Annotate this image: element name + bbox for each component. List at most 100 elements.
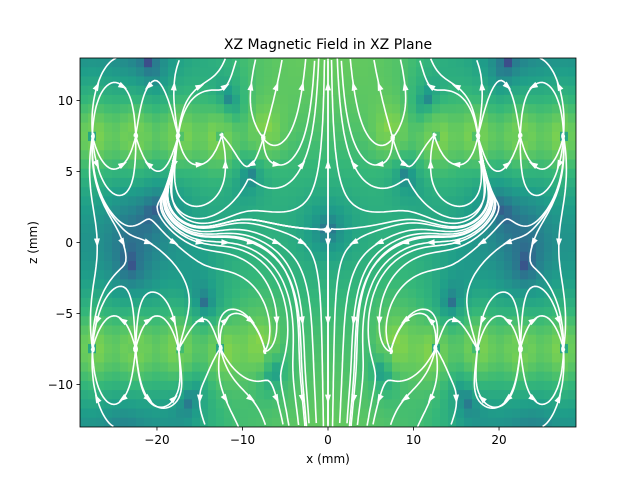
heatmap-cell [552,196,561,207]
heatmap-cell [384,76,393,87]
heatmap-cell [312,343,321,354]
heatmap-cell [480,362,489,373]
heatmap-cell [464,131,473,142]
heatmap-cell [88,399,97,410]
heatmap-cell [408,417,417,427]
heatmap-cell [528,131,537,142]
heatmap-cell [192,325,201,336]
heatmap-cell [224,94,233,105]
heatmap-cell [440,224,449,234]
heatmap-cell [320,371,329,382]
heatmap-cell [120,76,129,87]
heatmap-cell [560,279,569,290]
heatmap-cell [104,353,113,364]
heatmap-cell [208,325,217,336]
heatmap-cell [504,104,513,114]
heatmap-cell [544,260,553,271]
heatmap-cell [248,297,257,308]
heatmap-cell [520,159,529,170]
heatmap-cell [344,353,353,364]
heatmap-cell [520,104,529,114]
heatmap-cell [328,371,337,382]
heatmap-cell [224,307,233,317]
heatmap-cell [504,233,513,244]
heatmap-cell [464,168,473,179]
heatmap-cell [520,58,529,68]
streamline-arrow [400,393,410,402]
heatmap-cell [264,122,273,133]
heatmap-cell [248,131,257,142]
heatmap-cell [328,334,337,345]
heatmap-cell [416,177,425,188]
heatmap-cell [224,316,233,327]
heatmap-cell [184,380,193,391]
heatmap-cell [136,214,145,225]
heatmap-cell [288,214,297,225]
streamline [261,59,307,147]
heatmap-cell [256,67,265,78]
heatmap-cell [424,371,433,382]
heatmap-cell [184,316,193,327]
heatmap-cell [480,67,489,78]
heatmap-cell [192,168,201,179]
heatmap-cell [208,316,217,327]
heatmap-cell [392,233,401,244]
streamline-arrow [271,238,282,245]
streamline-arrow [220,317,230,326]
heatmap-cell [112,297,121,308]
heatmap-cell [328,307,337,317]
heatmap-cell [96,224,105,234]
streamline-arrow [325,81,331,91]
heatmap-cell [312,353,321,364]
heatmap-cell [88,76,97,87]
heatmap-cell [432,233,441,244]
heatmap-cell [304,85,313,96]
heatmap-cell [232,260,241,271]
heatmap-cell [384,316,393,327]
heatmap-cell [408,270,417,280]
heatmap-cell [560,307,569,317]
heatmap-cell [224,260,233,271]
streamline-arrow [451,84,462,91]
heatmap-cell [384,113,393,124]
heatmap-cell [512,76,521,87]
heatmap-cell [104,196,113,207]
heatmap-cell [416,67,425,78]
heatmap-cell [200,399,209,410]
heatmap-cell [400,371,409,382]
heatmap-cell [288,260,297,271]
heatmap-cell [104,113,113,124]
heatmap-cell [336,371,345,382]
heatmap-cell [216,233,225,244]
heatmap-cell [520,399,529,410]
heatmap-cell [200,362,209,373]
heatmap-cell [440,260,449,271]
heatmap-cell [144,279,153,290]
heatmap-cell [304,205,313,216]
heatmap-cell [448,104,457,114]
heatmap-cell [560,242,569,253]
heatmap-cell [264,177,273,188]
heatmap-cell [320,334,329,345]
heatmap-cell [232,85,241,96]
heatmap-cell [128,362,137,373]
heatmap-cell [184,104,193,114]
streamline-arrow [349,238,359,245]
heatmap-cell [336,353,345,364]
heatmap-cell [304,251,313,262]
heatmap-cell [320,297,329,308]
heatmap-cell [448,233,457,244]
heatmap-cell [488,242,497,253]
streamline-arrow [478,395,487,404]
heatmap-cell [144,334,153,345]
heatmap-cell [392,307,401,317]
heatmap-cell [240,224,249,234]
heatmap-cell [264,168,273,179]
heatmap-cell [280,177,289,188]
heatmap-cell [504,362,513,373]
heatmap-cell [296,242,305,253]
heatmap-cell [232,113,241,124]
heatmap-cell [344,168,353,179]
streamline-arrow [196,394,203,404]
heatmap-cell [352,205,361,216]
